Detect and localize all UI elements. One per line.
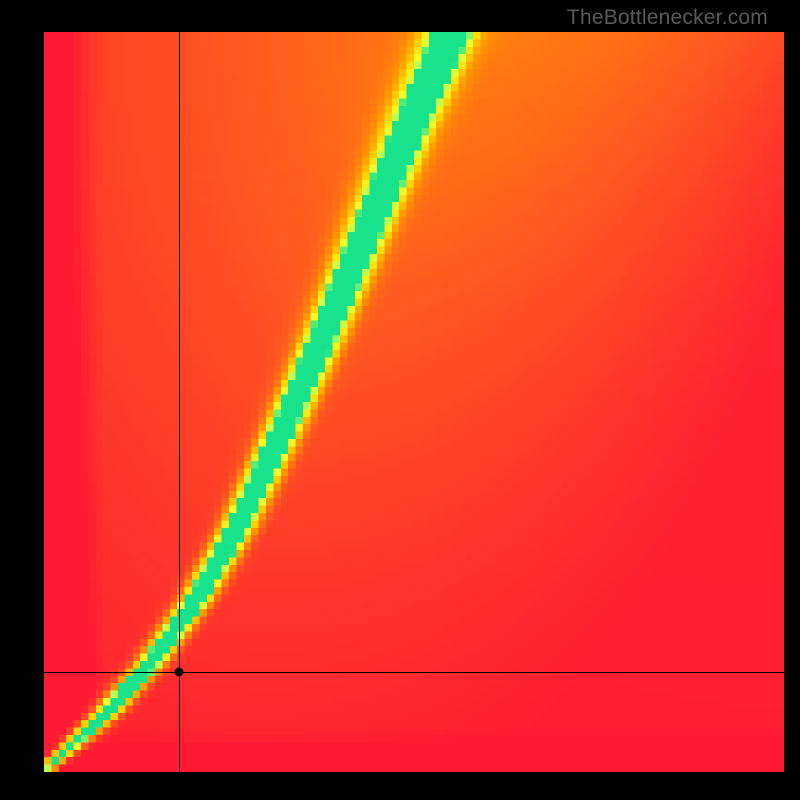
watermark-text: TheBottlenecker.com [567, 6, 768, 30]
plot-area [44, 32, 784, 772]
marker-dot [175, 668, 184, 677]
heatmap-canvas [44, 32, 784, 772]
crosshair-vertical [179, 32, 180, 772]
chart-container: TheBottlenecker.com [0, 0, 800, 800]
crosshair-horizontal [44, 672, 784, 673]
